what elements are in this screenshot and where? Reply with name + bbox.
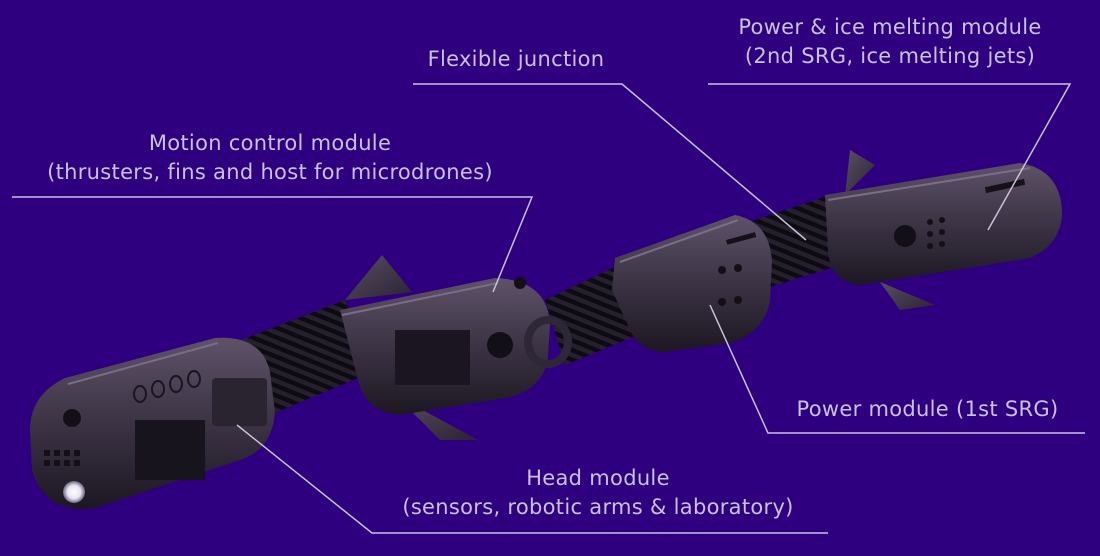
- label-power-module: Power module (1st SRG): [780, 395, 1075, 424]
- label-head-module-line1: Head module: [526, 466, 670, 490]
- leader-line-power-module: [709, 304, 1085, 434]
- label-flexible-junction-line1: Flexible junction: [427, 47, 605, 71]
- motion-control-module: [340, 255, 572, 440]
- leader-line-flexible-junction: [413, 83, 807, 241]
- label-motion-control-module: Motion control module (thrusters, fins a…: [20, 129, 520, 187]
- label-motion-control-line1: Motion control module: [148, 131, 392, 155]
- label-head-module-line2: (sensors, robotic arms & laboratory): [402, 495, 794, 519]
- label-power-ice-module: Power & ice melting module (2nd SRG, ice…: [700, 13, 1080, 71]
- ice-melting-module: [825, 150, 1062, 310]
- label-head-module: Head module (sensors, robotic arms & lab…: [378, 464, 818, 522]
- head-module: [30, 337, 275, 509]
- leader-lines: [12, 83, 1085, 534]
- power-module: [612, 215, 772, 352]
- label-power-module-line1: Power module (1st SRG): [796, 397, 1059, 421]
- label-flexible-junction: Flexible junction: [416, 45, 616, 74]
- leader-line-power-ice: [708, 83, 1072, 231]
- leader-line-motion-control: [12, 196, 534, 293]
- label-motion-control-line2: (thrusters, fins and host for microdrone…: [47, 160, 493, 184]
- lamp-icon: [63, 481, 85, 503]
- leader-line-head-module: [236, 424, 828, 534]
- label-power-ice-line2: (2nd SRG, ice melting jets): [744, 44, 1036, 68]
- label-power-ice-line1: Power & ice melting module: [738, 15, 1042, 39]
